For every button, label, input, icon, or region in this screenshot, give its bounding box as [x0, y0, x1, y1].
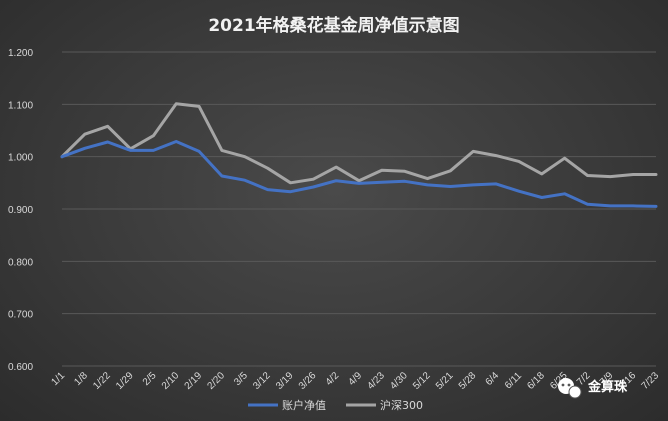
x-tick-label: 5/12 [411, 370, 433, 392]
chart-title: 2021年格桑花基金周净值示意图 [208, 15, 459, 36]
x-tick-label: 6/18 [525, 370, 547, 392]
x-tick-label: 3/19 [274, 370, 296, 392]
x-tick-label: 3/12 [251, 370, 273, 392]
x-tick-label: 1/8 [72, 370, 90, 388]
y-tick-label: 1.000 [8, 153, 33, 164]
x-tick-label: 2/5 [141, 370, 159, 388]
wechat-icon [558, 378, 582, 399]
series-line-1 [60, 102, 658, 185]
y-tick-label: 1.100 [8, 100, 33, 111]
legend: 账户净值 沪深300 [248, 398, 423, 412]
series-line-0 [60, 140, 658, 208]
x-tick-label: 4/23 [365, 370, 387, 392]
x-tick-label: 5/21 [434, 370, 456, 392]
y-tick-label: 0.600 [8, 362, 33, 373]
x-tick-label: 4/9 [347, 370, 365, 388]
x-tick-label: 1/1 [50, 370, 68, 388]
x-tick-label: 2/20 [205, 370, 227, 392]
x-tick-label: 3/26 [297, 370, 319, 392]
x-tick-label: 6/11 [503, 370, 524, 391]
y-tick-label: 0.800 [8, 257, 33, 268]
y-tick-label: 0.900 [8, 205, 33, 216]
y-tick-label: 0.700 [8, 310, 33, 321]
x-tick-label: 5/28 [457, 370, 479, 392]
watermark-text: 金算珠 [587, 379, 628, 395]
x-tick-label: 1/22 [91, 370, 113, 392]
x-tick-label: 3/5 [232, 370, 250, 388]
x-tick-label: 4/30 [388, 370, 410, 392]
gridlines [62, 51, 656, 367]
x-tick-label: 4/2 [324, 370, 342, 388]
y-tick-label: 1.200 [8, 48, 33, 59]
x-tick-label: 2/10 [160, 370, 182, 392]
y-axis-ticks: 0.600 0.700 0.800 0.900 1.000 1.100 1.200 [8, 48, 33, 373]
x-tick-label: 7/23 [640, 370, 662, 392]
legend-label-1: 沪深300 [380, 398, 423, 412]
watermark: 金算珠 [558, 378, 628, 399]
x-tick-label: 2/19 [183, 370, 205, 392]
legend-label-0: 账户净值 [282, 398, 326, 412]
series-lines [60, 102, 658, 208]
x-tick-label: 6/4 [484, 370, 502, 388]
x-tick-label: 1/29 [114, 370, 136, 392]
